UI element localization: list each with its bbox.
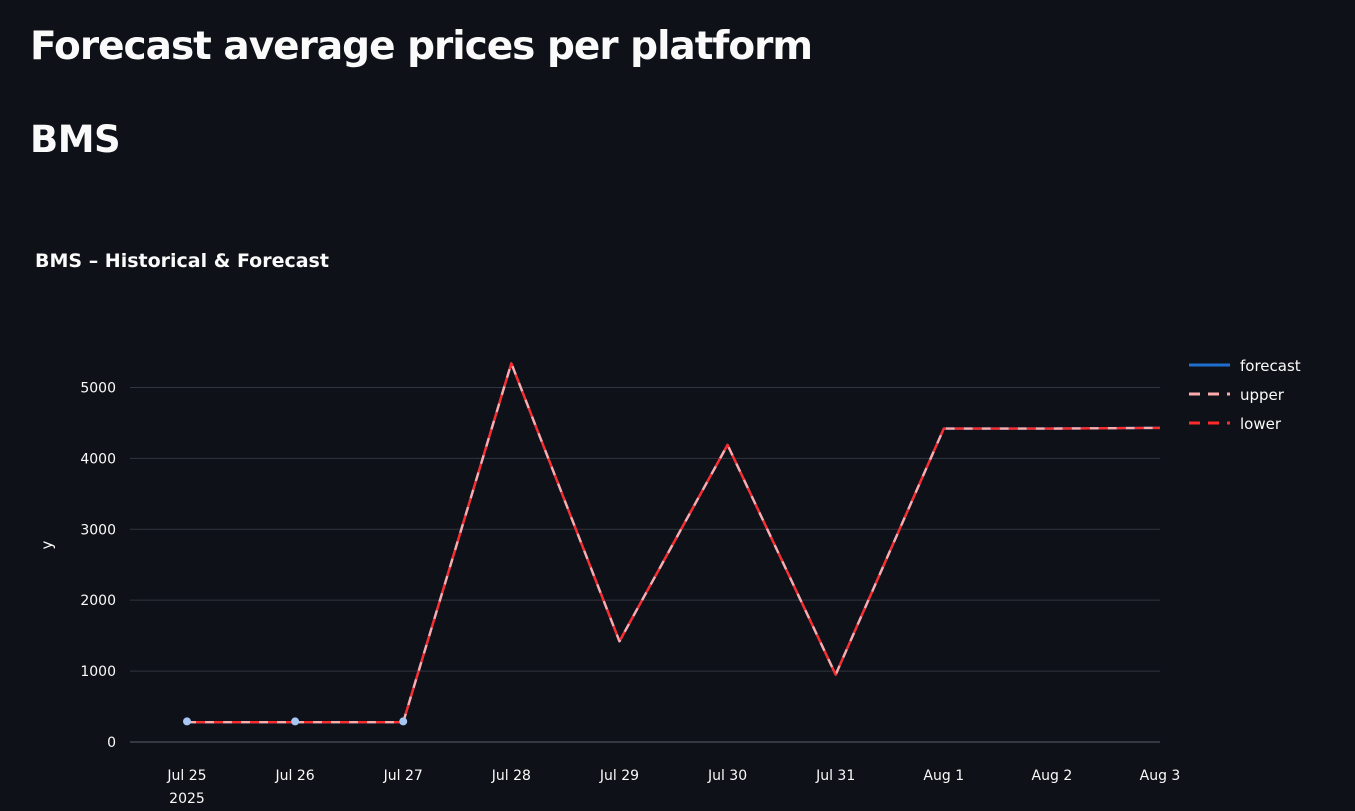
y-tick-label: 4000 <box>80 451 116 467</box>
chart-title: BMS – Historical & Forecast <box>35 250 329 272</box>
x-tick-label: Jul 28 <box>491 768 531 784</box>
y-tick-label: 2000 <box>80 593 116 609</box>
y-tick-label: 1000 <box>80 664 116 680</box>
x-tick-label: Jul 30 <box>707 768 747 784</box>
y-axis-label: y <box>38 540 56 549</box>
series-line-lower[interactable] <box>187 363 1160 722</box>
historical-point[interactable] <box>291 717 299 725</box>
historical-point[interactable] <box>399 717 407 725</box>
y-axis-ticks: 0 1000 2000 3000 4000 5000 <box>80 380 116 751</box>
x-tick-label: Jul 29 <box>599 768 639 784</box>
x-tick-label: Jul 26 <box>275 768 315 784</box>
x-tick-label: Jul 25 <box>166 768 206 784</box>
x-tick-label: Aug 2 <box>1032 768 1073 784</box>
legend[interactable]: forecast upper lower <box>1189 357 1301 433</box>
chart-container[interactable]: BMS – Historical & Forecast 0 1000 2000 300… <box>0 230 1355 811</box>
line-chart[interactable]: BMS – Historical & Forecast 0 1000 2000 300… <box>0 230 1355 811</box>
y-tick-label: 5000 <box>80 380 116 396</box>
y-tick-label: 3000 <box>80 522 116 538</box>
legend-label-lower[interactable]: lower <box>1240 415 1282 433</box>
section-title: BMS <box>30 118 120 161</box>
series-lines[interactable] <box>187 363 1160 722</box>
x-year-label: 2025 <box>169 791 205 807</box>
y-tick-label: 0 <box>107 735 116 751</box>
gridlines <box>130 387 1160 742</box>
x-tick-label: Jul 31 <box>815 768 855 784</box>
x-tick-label: Aug 1 <box>923 768 964 784</box>
legend-label-forecast[interactable]: forecast <box>1240 357 1301 375</box>
x-tick-label: Aug 3 <box>1140 768 1181 784</box>
historical-point[interactable] <box>183 717 191 725</box>
page-title: Forecast average prices per platform <box>30 24 812 69</box>
x-axis-ticks: Jul 25 Jul 26 Jul 27 Jul 28 Jul 29 Jul 30 Jul … <box>166 768 1180 807</box>
legend-label-upper[interactable]: upper <box>1240 386 1285 404</box>
x-tick-label: Jul 27 <box>383 768 423 784</box>
